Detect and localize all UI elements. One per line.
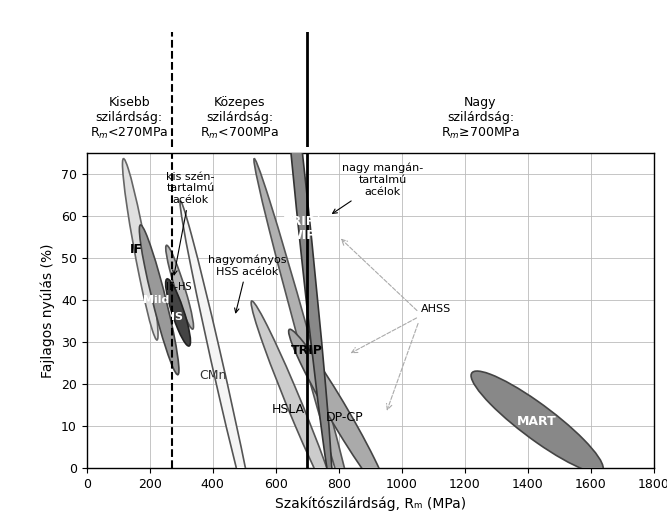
Text: AHSS: AHSS xyxy=(421,305,451,315)
Text: IF: IF xyxy=(130,243,143,256)
Text: Közepes
szilárdság:
R$_m$<700MPa: Közepes szilárdság: R$_m$<700MPa xyxy=(200,96,279,141)
Text: MART: MART xyxy=(517,416,557,428)
Ellipse shape xyxy=(289,329,389,498)
Text: Kisebb
szilárdság:
R$_m$<270MPa: Kisebb szilárdság: R$_m$<270MPa xyxy=(90,96,168,141)
Ellipse shape xyxy=(275,0,332,492)
Ellipse shape xyxy=(139,225,179,375)
Text: HSLA: HSLA xyxy=(271,403,305,416)
Text: TRIP/
WIP: TRIP/ WIP xyxy=(284,214,321,242)
Y-axis label: Fajlagos nyúlás (%): Fajlagos nyúlás (%) xyxy=(41,243,55,378)
X-axis label: Szakítószilárdság, Rₘ (MPa): Szakítószilárdság, Rₘ (MPa) xyxy=(275,497,466,511)
Ellipse shape xyxy=(471,371,603,473)
Ellipse shape xyxy=(254,159,360,526)
Ellipse shape xyxy=(123,159,158,340)
Text: CMn: CMn xyxy=(199,369,226,382)
Text: DP-CP: DP-CP xyxy=(326,411,364,424)
Ellipse shape xyxy=(166,245,193,329)
Text: Mild: Mild xyxy=(143,295,170,305)
Text: kis szén-
tartalmú
acélok: kis szén- tartalmú acélok xyxy=(166,172,215,275)
Text: IS: IS xyxy=(171,311,183,322)
Ellipse shape xyxy=(180,201,258,526)
Text: Nagy
szilárdság:
R$_m$≥700MPa: Nagy szilárdság: R$_m$≥700MPa xyxy=(441,96,520,141)
Text: IF-HS: IF-HS xyxy=(166,282,191,292)
Text: hagyományos
HSS acélok: hagyományos HSS acélok xyxy=(208,255,287,313)
Ellipse shape xyxy=(251,301,338,509)
Ellipse shape xyxy=(165,279,191,346)
Text: TRIP: TRIP xyxy=(291,344,323,357)
Text: nagy mangán-
tartalmú
acélok: nagy mangán- tartalmú acélok xyxy=(333,163,424,214)
